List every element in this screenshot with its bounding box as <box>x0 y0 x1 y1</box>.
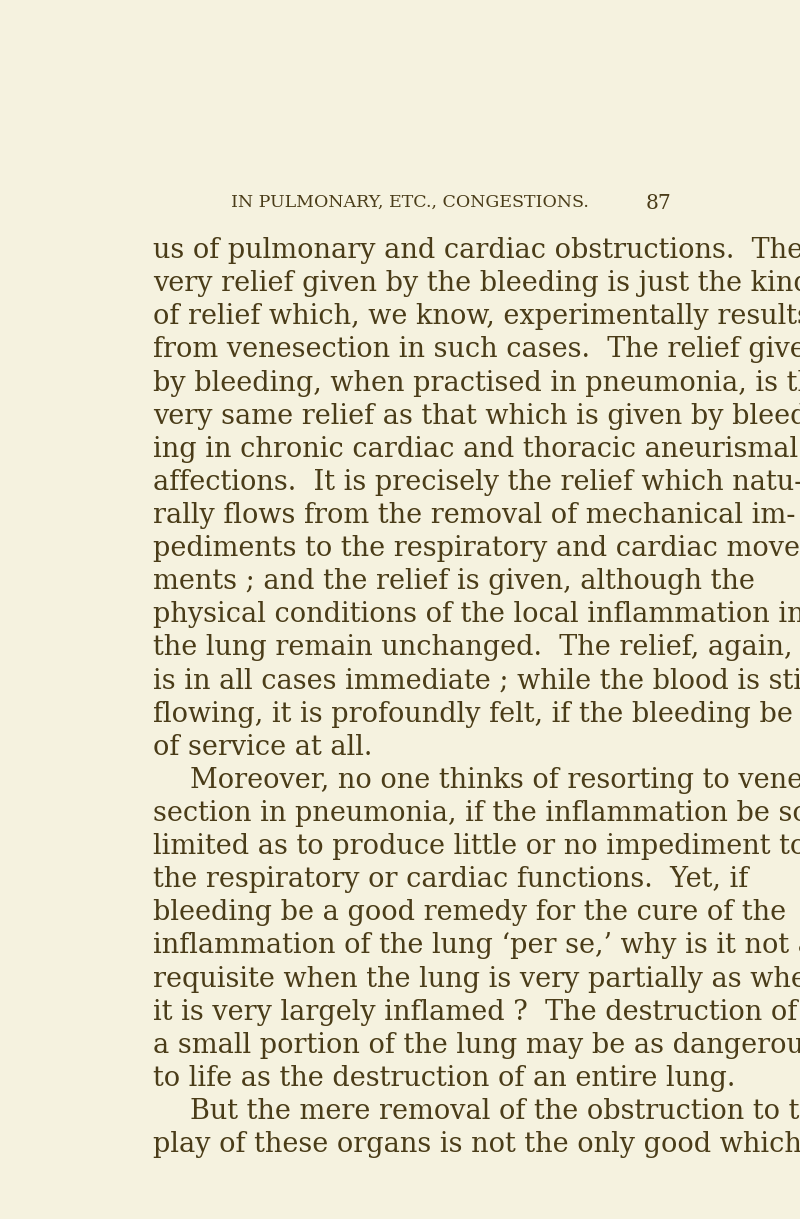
Text: of service at all.: of service at all. <box>153 734 372 761</box>
Text: limited as to produce little or no impediment to: limited as to produce little or no imped… <box>153 833 800 861</box>
Text: very same relief as that which is given by bleed-: very same relief as that which is given … <box>153 402 800 429</box>
Text: inflammation of the lung ‘per se,’ why is it not as: inflammation of the lung ‘per se,’ why i… <box>153 933 800 959</box>
Text: 87: 87 <box>646 194 671 213</box>
Text: section in pneumonia, if the inflammation be so: section in pneumonia, if the inflammatio… <box>153 800 800 826</box>
Text: from venesection in such cases.  The relief given: from venesection in such cases. The reli… <box>153 336 800 363</box>
Text: of relief which, we know, experimentally results: of relief which, we know, experimentally… <box>153 304 800 330</box>
Text: to life as the destruction of an entire lung.: to life as the destruction of an entire … <box>153 1065 735 1092</box>
Text: us of pulmonary and cardiac obstructions.  The: us of pulmonary and cardiac obstructions… <box>153 238 800 265</box>
Text: pediments to the respiratory and cardiac move-: pediments to the respiratory and cardiac… <box>153 535 800 562</box>
Text: the lung remain unchanged.  The relief, again,: the lung remain unchanged. The relief, a… <box>153 634 792 662</box>
Text: ments ; and the relief is given, although the: ments ; and the relief is given, althoug… <box>153 568 754 595</box>
Text: play of these organs is not the only good which: play of these organs is not the only goo… <box>153 1131 800 1158</box>
Text: Moreover, no one thinks of resorting to vene-: Moreover, no one thinks of resorting to … <box>190 767 800 794</box>
Text: rally flows from the removal of mechanical im-: rally flows from the removal of mechanic… <box>153 502 795 529</box>
Text: the respiratory or cardiac functions.  Yet, if: the respiratory or cardiac functions. Ye… <box>153 867 748 894</box>
Text: requisite when the lung is very partially as when: requisite when the lung is very partiall… <box>153 965 800 992</box>
Text: is in all cases immediate ; while the blood is still: is in all cases immediate ; while the bl… <box>153 668 800 695</box>
Text: affections.  It is precisely the relief which natu-: affections. It is precisely the relief w… <box>153 469 800 496</box>
Text: physical conditions of the local inflammation in: physical conditions of the local inflamm… <box>153 601 800 628</box>
Text: it is very largely inflamed ?  The destruction of: it is very largely inflamed ? The destru… <box>153 998 797 1025</box>
Text: flowing, it is profoundly felt, if the bleeding be: flowing, it is profoundly felt, if the b… <box>153 701 793 728</box>
Text: very relief given by the bleeding is just the kind: very relief given by the bleeding is jus… <box>153 271 800 297</box>
Text: But the mere removal of the obstruction to the: But the mere removal of the obstruction … <box>190 1098 800 1125</box>
Text: IN PULMONARY, ETC., CONGESTIONS.: IN PULMONARY, ETC., CONGESTIONS. <box>231 194 589 211</box>
Text: by bleeding, when practised in pneumonia, is the: by bleeding, when practised in pneumonia… <box>153 369 800 396</box>
Text: a small portion of the lung may be as dangerous: a small portion of the lung may be as da… <box>153 1031 800 1059</box>
Text: ing in chronic cardiac and thoracic aneurismal: ing in chronic cardiac and thoracic aneu… <box>153 436 798 463</box>
Text: bleeding be a good remedy for the cure of the: bleeding be a good remedy for the cure o… <box>153 900 786 926</box>
